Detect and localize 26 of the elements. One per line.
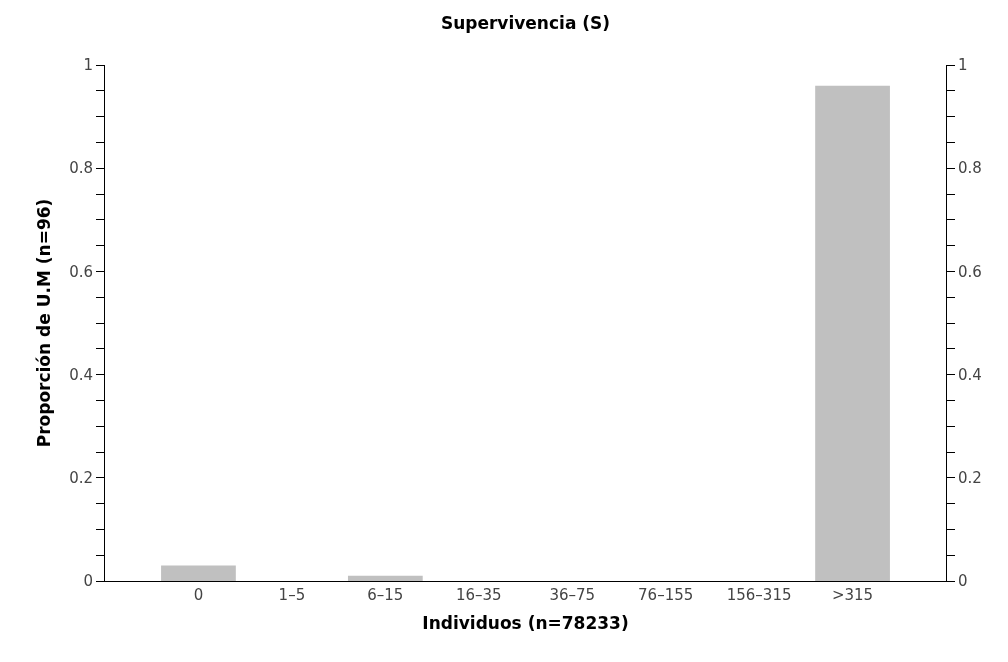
x-tick-label: 76–155 xyxy=(638,586,694,604)
y-tick-label: 1 xyxy=(83,56,93,75)
y2-tick-label: 0.8 xyxy=(958,159,982,178)
x-tick-label: 6–15 xyxy=(367,586,404,604)
y2-tick-label: 0.6 xyxy=(958,262,982,281)
bar xyxy=(347,575,423,581)
x-tick-label: 36–75 xyxy=(549,586,596,604)
y-tick-label: 0.2 xyxy=(69,469,93,488)
x-tick-label: 156–315 xyxy=(726,586,792,604)
y2-tick-label: 0 xyxy=(958,572,968,591)
chart-title: Supervivencia (S) xyxy=(440,13,611,34)
x-tick-label: >315 xyxy=(831,586,874,604)
y2-tick-label: 0.4 xyxy=(958,365,982,384)
y-tick-label: 0.6 xyxy=(69,262,93,281)
y2-tick-label: 1 xyxy=(958,56,968,75)
y-tick-label: 0.8 xyxy=(69,159,93,178)
y-tick-label: 0.4 xyxy=(69,365,93,384)
bar xyxy=(815,85,890,581)
x-tick-label: 16–35 xyxy=(455,586,502,604)
y-tick-label: 0 xyxy=(83,572,93,591)
x-axis-title: Individuos (n=78233) xyxy=(422,613,629,634)
x-tick-label: 1–5 xyxy=(278,586,306,604)
bar xyxy=(161,565,236,581)
y2-tick-label: 0.2 xyxy=(958,469,982,488)
x-tick-label: 0 xyxy=(193,586,204,604)
y-axis-title: Proporción de U.M (n=96) xyxy=(33,198,54,448)
